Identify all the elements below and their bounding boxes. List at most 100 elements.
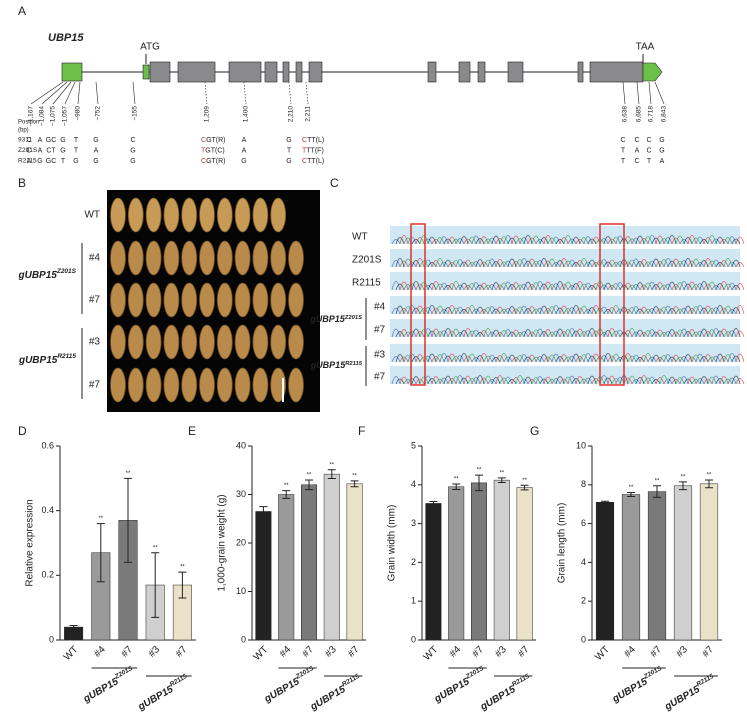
grain — [199, 367, 215, 403]
allele: T — [74, 137, 79, 144]
panel-label: A — [18, 4, 26, 18]
position: −752 — [95, 106, 102, 121]
panel-label: F — [358, 424, 365, 438]
trace — [399, 305, 745, 315]
utr — [61, 62, 83, 82]
y-tick-label: 3 — [411, 518, 416, 528]
grain — [288, 367, 304, 403]
group-label-sup: Z201S — [344, 315, 362, 321]
connector — [64, 81, 76, 105]
position: 6,718 — [648, 106, 655, 123]
x-tick-label: #3 — [323, 644, 339, 660]
allele: A — [38, 137, 43, 144]
error-bar — [327, 469, 336, 479]
connector — [52, 81, 72, 105]
allele: T — [302, 147, 307, 154]
allele: C — [130, 137, 135, 144]
grain — [216, 282, 233, 318]
allele: G — [60, 147, 65, 154]
exon — [308, 61, 323, 83]
x-tick-label: #7 — [648, 644, 664, 660]
row-label: R2115 — [352, 278, 381, 289]
grain — [110, 240, 126, 276]
exon — [149, 61, 171, 83]
connector — [41, 81, 68, 105]
error-bar — [96, 523, 105, 583]
row-label: #4 — [374, 302, 386, 313]
allele: C — [646, 147, 651, 154]
allele: C — [26, 147, 31, 154]
y-tick-label: 0 — [241, 634, 246, 644]
group-label-sup: R2115 — [345, 361, 363, 367]
x-tick-label: #3 — [493, 644, 509, 660]
group-label: gUBP15R2115 — [18, 353, 76, 365]
grain — [163, 367, 180, 403]
position: 6,638 — [622, 106, 629, 123]
allele: G — [286, 158, 291, 165]
trace — [391, 258, 737, 268]
grain — [145, 197, 162, 233]
position: −1,057 — [62, 106, 69, 126]
trace — [399, 328, 745, 338]
x-tick-label: #7 — [516, 644, 532, 660]
group-label-base: gUBP15 — [432, 676, 472, 705]
gene-name: UBP15 — [48, 32, 84, 44]
row-label: #7 — [374, 372, 386, 383]
row-label: #3 — [374, 350, 386, 361]
grain — [252, 240, 269, 276]
grain — [110, 367, 126, 403]
trace — [403, 328, 733, 338]
x-tick-label: #3 — [674, 644, 690, 660]
allele: A — [660, 158, 665, 165]
grain — [110, 324, 126, 360]
grain — [145, 240, 162, 276]
allele: CGT(R) — [201, 158, 226, 165]
allele: G — [286, 137, 291, 144]
error-bar — [259, 506, 268, 517]
trace-bg — [390, 272, 740, 290]
group-label-base: gUBP15 — [135, 683, 175, 712]
group-label-base: gUBP15 — [17, 270, 57, 281]
grain — [163, 240, 180, 276]
allele: T — [621, 158, 626, 165]
grain — [270, 367, 287, 403]
grain — [181, 240, 198, 276]
trace-bg — [390, 319, 740, 337]
y-tick-label: 4 — [581, 557, 586, 567]
allele: G — [241, 158, 246, 165]
grain — [145, 367, 162, 403]
connector — [243, 81, 247, 105]
group-label: gUBP15Z201S — [80, 665, 137, 705]
allele: C — [302, 158, 307, 165]
allele: GT(R) — [206, 158, 225, 165]
bar — [595, 502, 615, 641]
group-label-sup: Z201S — [464, 665, 486, 681]
row-label: #4 — [89, 253, 101, 264]
y-tick-label: 0.2 — [41, 570, 54, 580]
connector — [648, 81, 652, 105]
allele: T — [74, 147, 79, 154]
grain — [127, 240, 144, 276]
x-tick-label: #4 — [92, 644, 108, 660]
grain — [127, 197, 144, 233]
connector — [622, 81, 626, 105]
grain — [163, 282, 180, 318]
line-name: R2115 — [18, 158, 37, 165]
bar — [647, 491, 667, 641]
error-bar — [350, 480, 359, 488]
allele: C — [201, 137, 206, 144]
group-label-base: gUBP15 — [262, 676, 302, 705]
group-label: gUBP15R2115 — [310, 360, 363, 370]
position: −1,167 — [28, 106, 35, 126]
y-axis-label: Grain length (mm) — [557, 503, 568, 584]
grain — [234, 324, 251, 360]
allele: TGT(C) — [201, 147, 225, 154]
grain — [252, 197, 269, 233]
bar — [300, 484, 318, 641]
allele: G — [130, 147, 135, 154]
significance: ** — [707, 473, 712, 479]
group-label-sup: R2115 — [57, 353, 76, 360]
y-axis-label: Grain width (mm) — [387, 505, 398, 582]
significance: ** — [681, 474, 686, 480]
allele: TT(F) — [306, 147, 324, 154]
